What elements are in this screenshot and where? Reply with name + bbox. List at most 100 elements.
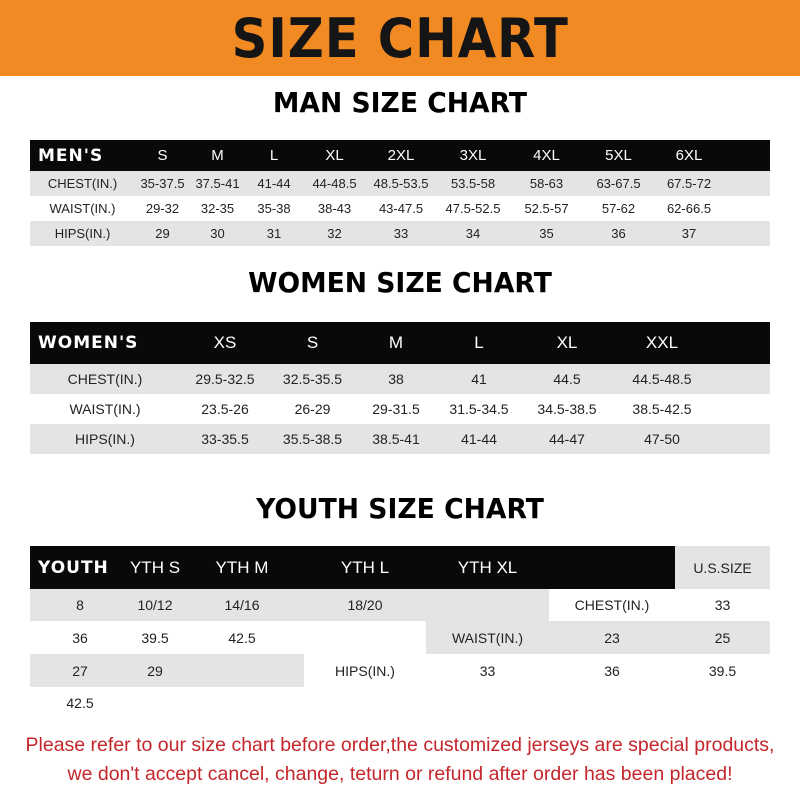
size-column-header: XXL (613, 322, 711, 364)
table-header-label: YOUTH (30, 546, 130, 589)
table-cell: 33 (366, 221, 436, 246)
size-column-header: 3XL (436, 140, 510, 171)
table-header-label: MEN'S (30, 140, 135, 171)
men-chart-title: MAN SIZE CHART (272, 86, 528, 119)
row-label: WAIST(IN.) (30, 196, 135, 221)
table-cell: 35.5-38.5 (270, 424, 355, 454)
header-banner: SIZE CHART (0, 0, 800, 76)
table-cell: 23.5-26 (180, 394, 270, 424)
women-size-table: WOMEN'S XS S M L XL XXL CHEST(IN.) 29.5-32.5 32.5… (30, 322, 770, 454)
table-cell: 41-44 (245, 171, 303, 196)
table-cell: 39.5 (675, 654, 770, 687)
table-cell: 29 (130, 654, 180, 687)
table-header-label: WOMEN'S (30, 322, 180, 364)
size-column-header: XL (521, 322, 613, 364)
table-cell: 36 (549, 654, 675, 687)
table-cell: 63-67.5 (583, 171, 654, 196)
table-cell: 43-47.5 (366, 196, 436, 221)
row-label: HIPS(IN.) (30, 424, 180, 454)
row-filler (724, 221, 770, 246)
table-cell: 44-48.5 (303, 171, 366, 196)
table-cell: 38.5-42.5 (613, 394, 711, 424)
table-cell: 62-66.5 (654, 196, 724, 221)
table-cell: 41 (437, 364, 521, 394)
table-cell: 37 (654, 221, 724, 246)
table-cell: 34 (436, 221, 510, 246)
size-column-header: S (270, 322, 355, 364)
size-column-header: L (437, 322, 521, 364)
row-label: HIPS(IN.) (30, 221, 135, 246)
row-label: CHEST(IN.) (30, 364, 180, 394)
table-cell: 35 (510, 221, 583, 246)
table-cell: 47.5-52.5 (436, 196, 510, 221)
table-cell: 10/12 (130, 589, 180, 621)
table-cell: 48.5-53.5 (366, 171, 436, 196)
table-cell: 42.5 (30, 687, 130, 718)
size-column-header: XS (180, 322, 270, 364)
table-cell: 57-62 (583, 196, 654, 221)
row-filler (711, 394, 770, 424)
women-chart-title: WOMEN SIZE CHART (248, 266, 552, 299)
size-column-header: 2XL (366, 140, 436, 171)
row-label: WAIST(IN.) (426, 621, 549, 654)
table-cell: 29 (135, 221, 190, 246)
table-cell: 39.5 (130, 621, 180, 654)
table-cell: 53.5-58 (436, 171, 510, 196)
table-cell: 32-35 (190, 196, 245, 221)
table-cell: 25 (675, 621, 770, 654)
size-column-header: YTH XL (426, 546, 549, 589)
table-cell: 26-29 (270, 394, 355, 424)
table-cell: 42.5 (180, 621, 304, 654)
row-filler (724, 171, 770, 196)
table-cell: 37.5-41 (190, 171, 245, 196)
table-cell: 36 (30, 621, 130, 654)
table-cell: 34.5-38.5 (521, 394, 613, 424)
size-column-header: S (135, 140, 190, 171)
table-cell: 58-63 (510, 171, 583, 196)
row-filler (711, 364, 770, 394)
row-filler (304, 621, 426, 654)
men-size-table: MEN'S S M L XL 2XL 3XL 4XL 5XL 6XL CHEST(IN.) 35-37… (30, 140, 770, 246)
table-cell: 29.5-32.5 (180, 364, 270, 394)
row-filler (724, 196, 770, 221)
table-cell: 67.5-72 (654, 171, 724, 196)
table-cell: 47-50 (613, 424, 711, 454)
size-column-header: XL (303, 140, 366, 171)
table-cell: 27 (30, 654, 130, 687)
row-filler (130, 687, 180, 718)
size-column-header: 5XL (583, 140, 654, 171)
header-filler (711, 322, 770, 364)
table-cell: 38 (355, 364, 437, 394)
table-cell: 33 (426, 654, 549, 687)
table-cell: 18/20 (304, 589, 426, 621)
table-cell: 32.5-35.5 (270, 364, 355, 394)
row-label: CHEST(IN.) (30, 171, 135, 196)
row-filler (180, 654, 304, 687)
table-cell: 8 (30, 589, 130, 621)
table-cell: 29-31.5 (355, 394, 437, 424)
youth-chart-title: YOUTH SIZE CHART (256, 492, 544, 525)
table-cell: 35-38 (245, 196, 303, 221)
table-cell: 44-47 (521, 424, 613, 454)
table-cell: 38.5-41 (355, 424, 437, 454)
size-column-header: 6XL (654, 140, 724, 171)
row-label: CHEST(IN.) (549, 589, 675, 621)
header-filler (724, 140, 770, 171)
table-cell: 52.5-57 (510, 196, 583, 221)
notice-line-2: we don't accept cancel, change, teturn o… (67, 763, 733, 785)
size-column-header: M (355, 322, 437, 364)
table-cell: 38-43 (303, 196, 366, 221)
table-cell: 35-37.5 (135, 171, 190, 196)
row-label: WAIST(IN.) (30, 394, 180, 424)
notice-line-1: Please refer to our size chart before or… (25, 734, 775, 756)
table-cell: 31.5-34.5 (437, 394, 521, 424)
table-cell: 41-44 (437, 424, 521, 454)
table-cell: 30 (190, 221, 245, 246)
header-filler (549, 546, 675, 589)
table-cell: 14/16 (180, 589, 304, 621)
size-column-header: YTH L (304, 546, 426, 589)
size-column-header: L (245, 140, 303, 171)
size-column-header: M (190, 140, 245, 171)
row-label: HIPS(IN.) (304, 654, 426, 687)
